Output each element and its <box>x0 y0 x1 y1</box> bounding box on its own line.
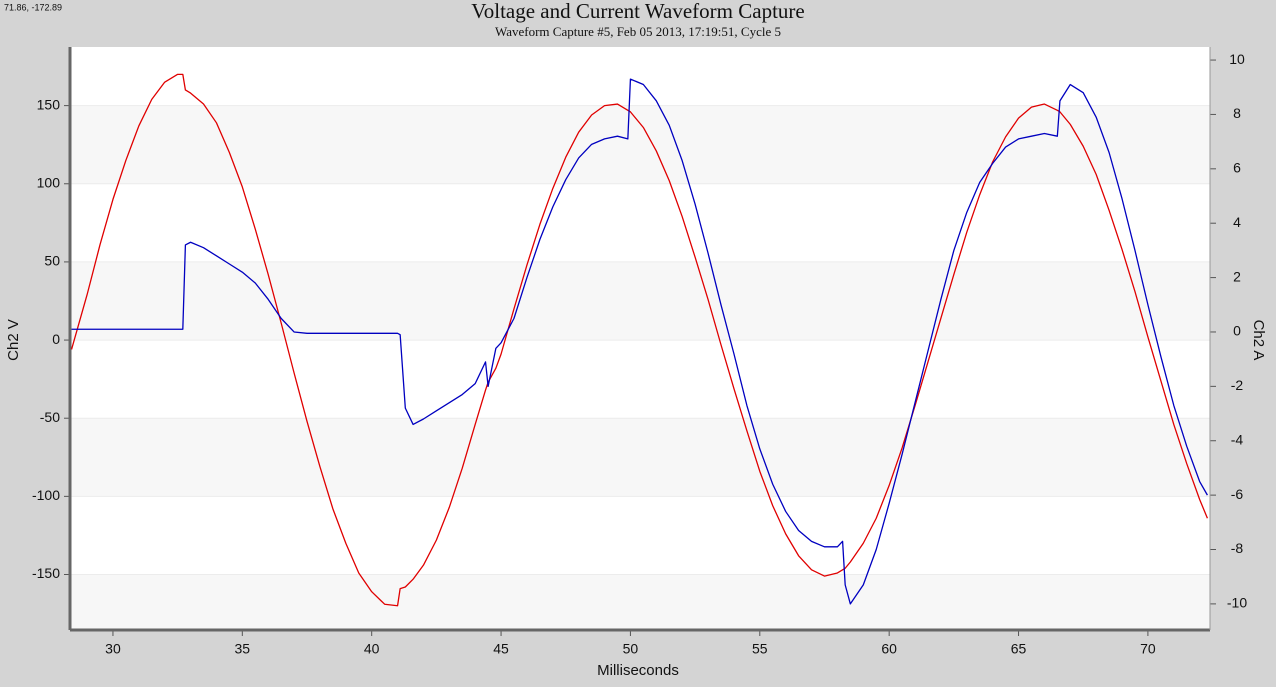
grid <box>70 105 1210 630</box>
y2-tick-label: 4 <box>1233 214 1241 230</box>
cursor-readout: 71.86, -172.89 <box>4 2 62 12</box>
y2-tick-label: 8 <box>1233 105 1241 121</box>
series-line <box>70 73 1209 607</box>
grid-band <box>70 105 1210 184</box>
y2-axis-label: Ch2 A <box>1250 320 1267 361</box>
x-tick-label: 40 <box>364 641 380 657</box>
y-tick-label: 150 <box>37 96 61 112</box>
chart-subtitle: Waveform Capture #5, Feb 05 2013, 17:19:… <box>495 24 781 39</box>
x-tick-label: 30 <box>105 641 121 657</box>
y2-tick-label: -10 <box>1227 595 1247 611</box>
y2-tick-label: -8 <box>1231 540 1244 556</box>
chart-title: Voltage and Current Waveform Capture <box>471 0 804 23</box>
y2-tick-label: -6 <box>1231 486 1244 502</box>
x-tick-label: 55 <box>752 641 768 657</box>
y-tick-label: -100 <box>32 487 60 503</box>
x-tick-label: 70 <box>1140 641 1156 657</box>
y2-tick-label: -4 <box>1231 431 1244 447</box>
y2-tick-label: 6 <box>1233 160 1241 176</box>
x-axis-label: Milliseconds <box>597 662 679 679</box>
series-line <box>71 78 1208 605</box>
y-tick-label: 0 <box>52 331 60 347</box>
y-tick-label: 100 <box>37 174 61 190</box>
x-tick-label: 45 <box>493 641 509 657</box>
grid-band <box>70 574 1210 630</box>
y2-tick-label: 2 <box>1233 268 1241 284</box>
grid-band <box>70 261 1210 341</box>
y2-tick-label: -2 <box>1231 377 1244 393</box>
x-tick-label: 35 <box>235 641 251 657</box>
x-tick-label: 65 <box>1011 641 1027 657</box>
y2-tick-label: 10 <box>1229 51 1245 67</box>
y-tick-label: 50 <box>44 253 60 269</box>
x-tick-label: 50 <box>623 641 639 657</box>
grid-band <box>70 418 1210 497</box>
x-tick-label: 60 <box>881 641 897 657</box>
y-tick-label: -50 <box>40 409 60 425</box>
y-tick-label: -150 <box>32 565 60 581</box>
y-axis-label: Ch2 V <box>5 319 22 361</box>
y2-tick-label: 0 <box>1233 323 1241 339</box>
